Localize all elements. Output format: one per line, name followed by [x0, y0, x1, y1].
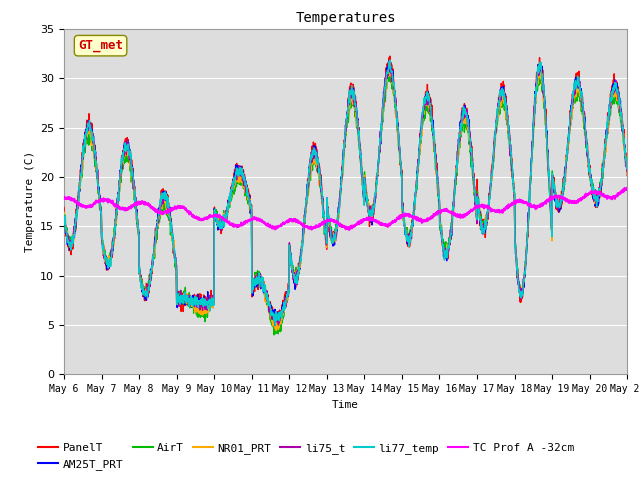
- Legend: PanelT, AM25T_PRT, AirT, NR01_PRT, li75_t, li77_temp, TC Prof A -32cm: PanelT, AM25T_PRT, AirT, NR01_PRT, li75_…: [34, 439, 579, 474]
- Text: GT_met: GT_met: [78, 39, 123, 52]
- X-axis label: Time: Time: [332, 400, 359, 409]
- Y-axis label: Temperature (C): Temperature (C): [24, 151, 35, 252]
- Title: Temperatures: Temperatures: [295, 11, 396, 25]
